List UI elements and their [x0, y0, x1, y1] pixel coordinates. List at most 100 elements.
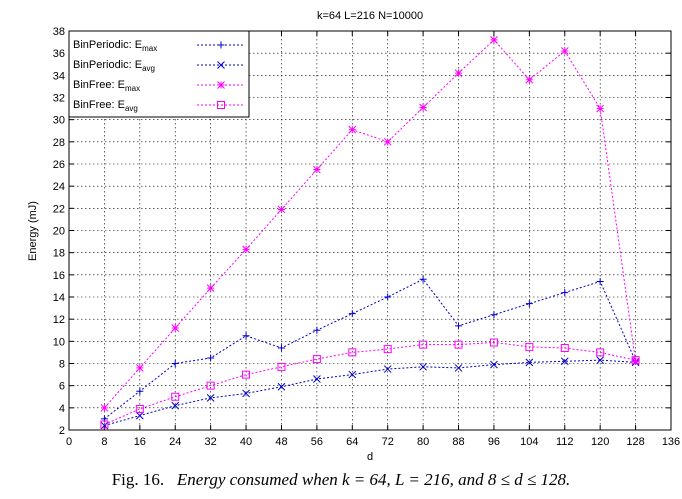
data-point	[596, 348, 605, 357]
series-binfreee-avg	[100, 338, 640, 429]
data-point	[206, 381, 215, 390]
y-tick-label: 12	[53, 314, 65, 326]
data-point	[525, 300, 533, 308]
data-point	[206, 394, 215, 402]
y-tick-label: 34	[53, 70, 65, 82]
legend-marker	[217, 81, 225, 89]
legend-label: BinFree: Emax	[73, 79, 140, 93]
data-point	[313, 326, 321, 334]
legend-label-subscript: avg	[142, 64, 155, 73]
data-point	[419, 340, 428, 349]
data-point	[171, 401, 180, 410]
data-point	[525, 358, 534, 367]
x-tick-label: 56	[311, 436, 323, 448]
data-point	[171, 324, 180, 332]
data-point	[277, 205, 286, 214]
legend-marker	[217, 41, 225, 49]
y-tick-label: 6	[59, 381, 65, 393]
data-series	[100, 36, 640, 430]
data-point	[384, 293, 392, 301]
data-point	[207, 354, 215, 362]
legend-marker	[217, 61, 225, 69]
legend-label: BinPeriodic: Emax	[73, 39, 157, 53]
data-point	[348, 370, 357, 379]
legend-label-subscript: max	[142, 44, 157, 53]
data-point	[383, 365, 392, 373]
legend-label: BinFree: Eavg	[73, 99, 138, 113]
data-point	[313, 165, 321, 174]
series-binperiodice-max	[100, 275, 640, 423]
y-axis-label: Energy (mJ)	[27, 201, 39, 261]
data-point	[242, 389, 250, 398]
series-line	[104, 278, 637, 420]
data-point	[455, 322, 463, 330]
data-point	[135, 364, 144, 372]
y-tick-label: 14	[53, 292, 65, 304]
data-point	[490, 311, 498, 319]
data-point	[171, 360, 179, 367]
x-tick-label: 88	[452, 436, 464, 448]
x-tick-label: 48	[275, 436, 287, 448]
data-point	[490, 36, 498, 44]
legend-label-base: BinFree: E	[73, 79, 125, 91]
data-point	[100, 403, 109, 412]
y-tick-label: 26	[53, 159, 65, 171]
y-tick-label: 22	[53, 203, 65, 215]
x-tick-label: 16	[134, 436, 146, 448]
legend-entry: BinPeriodic: Emax	[73, 39, 245, 53]
y-tick-label: 38	[53, 26, 65, 38]
data-point	[596, 277, 604, 285]
x-tick-label: 72	[382, 436, 394, 448]
data-point	[277, 382, 286, 391]
y-tick-label: 16	[53, 270, 65, 282]
data-point	[596, 104, 605, 113]
y-tick-label: 32	[53, 93, 65, 105]
y-tick-label: 30	[53, 115, 65, 127]
x-tick-label: 80	[417, 436, 429, 448]
y-tick-label: 24	[53, 181, 65, 193]
y-tick-label: 36	[53, 48, 65, 60]
legend-label-base: BinFree: E	[73, 99, 125, 111]
data-point	[454, 69, 463, 77]
data-point	[560, 343, 569, 352]
data-point	[631, 356, 640, 365]
x-tick-label: 136	[662, 436, 680, 448]
x-tick-label: 40	[240, 436, 252, 448]
data-point	[561, 289, 569, 297]
x-tick-label: 32	[205, 436, 217, 448]
x-tick-label: 8	[101, 436, 107, 448]
figure-caption: Fig. 16. Energy consumed when k = 64, L …	[0, 470, 682, 490]
data-point	[383, 137, 392, 146]
x-axis-label: d	[367, 451, 373, 463]
data-point	[277, 362, 286, 371]
chart-title: k=64 L=216 N=10000	[317, 10, 423, 22]
data-point	[100, 420, 109, 429]
series-line	[104, 341, 636, 425]
legend-entry: BinFree: Eavg	[73, 99, 245, 113]
y-tick-label: 10	[53, 336, 65, 348]
legend-label-base: BinPeriodic: E	[73, 39, 142, 51]
data-point	[454, 340, 463, 349]
x-tick-label: 112	[556, 436, 574, 448]
y-tick-label: 18	[53, 248, 65, 260]
data-point	[490, 360, 498, 369]
series-binfreee-max	[100, 36, 640, 412]
legend-marker	[217, 101, 225, 109]
y-tick-label: 2	[59, 425, 65, 437]
data-point	[454, 364, 463, 372]
caption-prefix: Fig. 16.	[111, 470, 165, 489]
caption-text: Energy consumed when k = 64, L = 216, an…	[176, 470, 571, 489]
x-tick-label: 24	[169, 436, 181, 448]
legend-label-subscript: avg	[125, 104, 138, 113]
data-point	[489, 338, 498, 347]
data-point	[242, 332, 250, 340]
series-line	[104, 39, 637, 409]
data-point	[206, 284, 215, 292]
data-point	[560, 47, 569, 55]
data-point	[171, 392, 180, 401]
data-point	[525, 342, 534, 351]
data-point	[312, 355, 321, 364]
x-tick-label: 104	[520, 436, 538, 448]
legend-entry: BinFree: Emax	[73, 79, 245, 93]
data-point	[419, 103, 427, 112]
